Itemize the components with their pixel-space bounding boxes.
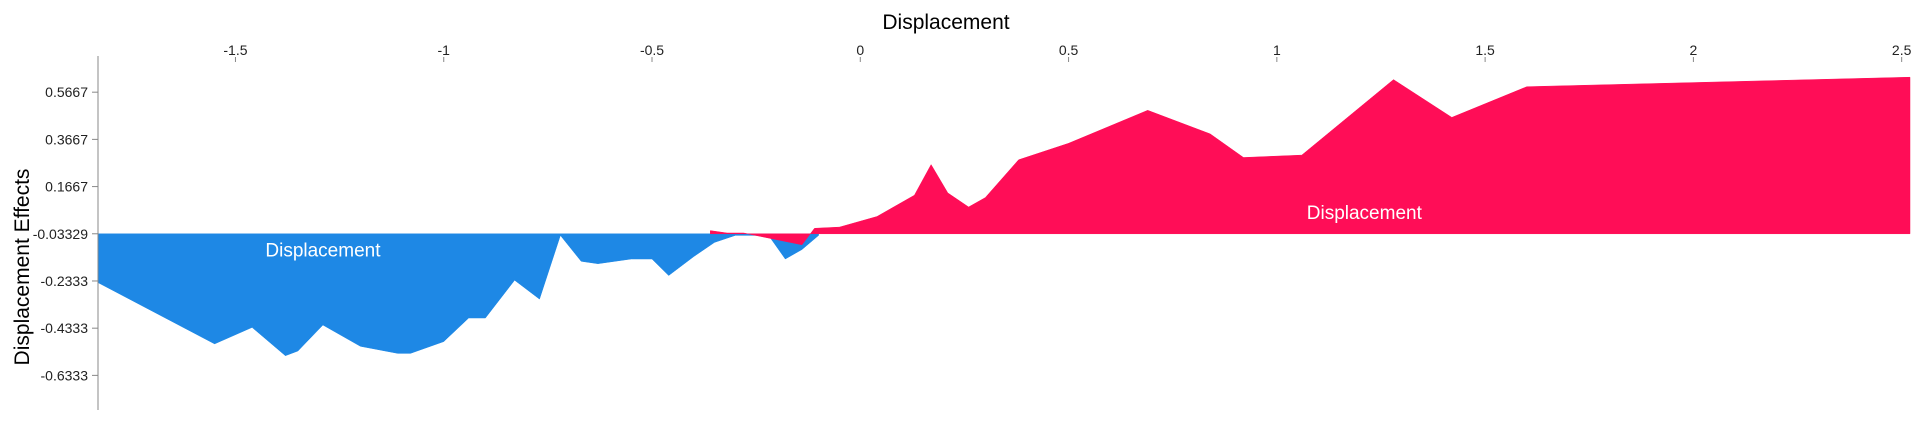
x-tick-label: 0 <box>856 42 864 58</box>
y-axis-label: Displacement Effects <box>11 169 34 366</box>
x-axis-ticks: -1.5 -1 -0.5 0 0.5 1 1.5 2 2.5 <box>223 42 1912 62</box>
y-tick-label: -0.03329 <box>33 226 88 242</box>
y-tick-label: 0.5667 <box>45 84 88 100</box>
area-label: Displacement <box>1307 203 1423 224</box>
area-series-1 <box>97 233 819 356</box>
x-tick-label: 1 <box>1273 42 1281 58</box>
area-series-group <box>97 76 1911 356</box>
y-tick-label: -0.2333 <box>41 273 89 289</box>
x-tick-label: 0.5 <box>1059 42 1079 58</box>
x-tick-label: 2 <box>1689 42 1697 58</box>
y-tick-label: 0.1667 <box>45 179 88 195</box>
x-tick-label: -1 <box>438 42 451 58</box>
x-tick-label: -0.5 <box>640 42 664 58</box>
y-axis-ticks: 0.5667 0.3667 0.1667 -0.03329 -0.2333 -0.4333… <box>33 84 98 383</box>
y-tick-label: -0.6333 <box>41 367 89 383</box>
area-label: Displacement <box>265 241 381 262</box>
area-labels-group: Displacement Displacement <box>265 203 1422 262</box>
x-tick-label: 1.5 <box>1475 42 1495 58</box>
y-tick-label: 0.3667 <box>45 131 88 147</box>
area-series-2 <box>710 76 1911 246</box>
y-tick-label: -0.4333 <box>41 320 89 336</box>
chart-title: Displacement <box>882 11 1009 34</box>
x-tick-label: 2.5 <box>1892 42 1912 58</box>
x-tick-label: -1.5 <box>223 42 247 58</box>
